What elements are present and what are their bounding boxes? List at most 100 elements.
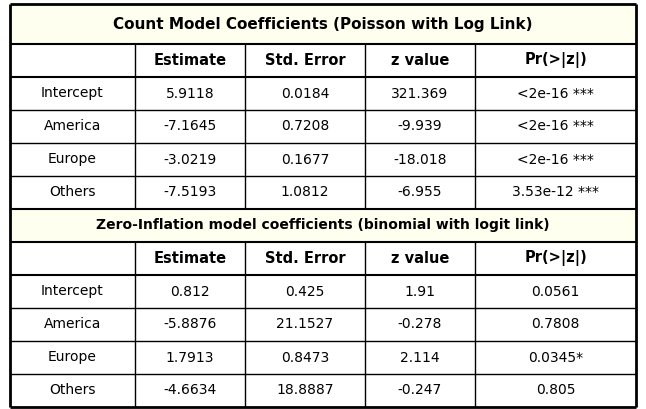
Text: -0.247: -0.247	[398, 384, 442, 398]
Text: Std. Error: Std. Error	[265, 251, 346, 266]
Text: -0.278: -0.278	[398, 317, 443, 332]
Text: 1.91: 1.91	[404, 285, 435, 299]
Text: America: America	[44, 119, 101, 133]
Text: 5.9118: 5.9118	[165, 86, 214, 101]
Text: Std. Error: Std. Error	[265, 53, 346, 68]
Bar	[475, 374, 636, 407]
Bar	[135, 308, 245, 341]
Text: Europe: Europe	[48, 351, 97, 364]
Bar	[10, 110, 135, 143]
Bar	[10, 242, 135, 275]
Text: 1.7913: 1.7913	[166, 351, 214, 364]
Bar	[10, 143, 135, 176]
Text: -7.5193: -7.5193	[163, 186, 216, 200]
Text: 0.425: 0.425	[286, 285, 325, 299]
Text: Zero-Inflation model coefficients (binomial with logit link): Zero-Inflation model coefficients (binom…	[96, 218, 550, 232]
Bar	[135, 44, 245, 77]
Text: <2e-16 ***: <2e-16 ***	[517, 153, 594, 166]
Bar	[365, 242, 475, 275]
Bar	[135, 242, 245, 275]
Text: 321.369: 321.369	[391, 86, 448, 101]
Bar	[245, 242, 365, 275]
Text: 0.805: 0.805	[536, 384, 575, 398]
Text: 0.0561: 0.0561	[531, 285, 579, 299]
Text: 3.53e-12 ***: 3.53e-12 ***	[512, 186, 599, 200]
Text: z value: z value	[391, 251, 449, 266]
Text: -5.8876: -5.8876	[163, 317, 216, 332]
Text: 21.1527: 21.1527	[276, 317, 333, 332]
Text: 0.0345*: 0.0345*	[528, 351, 583, 364]
Bar	[10, 308, 135, 341]
Text: 0.8473: 0.8473	[281, 351, 329, 364]
Bar	[10, 77, 135, 110]
Bar	[10, 341, 135, 374]
Text: z value: z value	[391, 53, 449, 68]
Bar	[475, 110, 636, 143]
Text: 18.8887: 18.8887	[276, 384, 334, 398]
Text: Others: Others	[49, 186, 96, 200]
Bar	[135, 77, 245, 110]
Text: Estimate: Estimate	[154, 53, 227, 68]
Bar	[475, 275, 636, 308]
Bar	[245, 110, 365, 143]
Bar	[245, 308, 365, 341]
Bar	[475, 77, 636, 110]
Bar	[135, 110, 245, 143]
Bar	[135, 275, 245, 308]
Text: America: America	[44, 317, 101, 332]
Bar	[135, 176, 245, 209]
Text: -3.0219: -3.0219	[163, 153, 216, 166]
Text: -4.6634: -4.6634	[163, 384, 216, 398]
Text: 2.114: 2.114	[400, 351, 440, 364]
Bar	[365, 77, 475, 110]
Text: -6.955: -6.955	[398, 186, 443, 200]
Text: 1.0812: 1.0812	[281, 186, 329, 200]
Text: Others: Others	[49, 384, 96, 398]
Bar	[10, 209, 636, 242]
Bar	[475, 143, 636, 176]
Bar	[135, 341, 245, 374]
Text: Intercept: Intercept	[41, 285, 104, 299]
Text: -7.1645: -7.1645	[163, 119, 216, 133]
Bar	[365, 341, 475, 374]
Text: 0.0184: 0.0184	[281, 86, 329, 101]
Bar	[245, 275, 365, 308]
Bar	[135, 143, 245, 176]
Bar	[475, 242, 636, 275]
Text: 0.7208: 0.7208	[281, 119, 329, 133]
Bar	[245, 374, 365, 407]
Text: Count Model Coefficients (Poisson with Log Link): Count Model Coefficients (Poisson with L…	[113, 16, 533, 31]
Bar	[10, 374, 135, 407]
Text: -18.018: -18.018	[393, 153, 447, 166]
Bar	[245, 44, 365, 77]
Text: <2e-16 ***: <2e-16 ***	[517, 119, 594, 133]
Bar	[475, 341, 636, 374]
Bar	[10, 4, 636, 44]
Text: 0.7808: 0.7808	[531, 317, 579, 332]
Bar	[245, 341, 365, 374]
Bar	[245, 77, 365, 110]
Text: Pr(>|z|): Pr(>|z|)	[524, 52, 587, 68]
Text: Estimate: Estimate	[154, 251, 227, 266]
Bar	[365, 275, 475, 308]
Text: <2e-16 ***: <2e-16 ***	[517, 86, 594, 101]
Bar	[10, 275, 135, 308]
Bar	[10, 176, 135, 209]
Bar	[365, 308, 475, 341]
Text: 0.1677: 0.1677	[281, 153, 329, 166]
Text: Intercept: Intercept	[41, 86, 104, 101]
Bar	[10, 44, 135, 77]
Bar	[135, 374, 245, 407]
Bar	[475, 44, 636, 77]
Bar	[245, 143, 365, 176]
Bar	[365, 374, 475, 407]
Bar	[245, 176, 365, 209]
Bar	[365, 44, 475, 77]
Bar	[365, 110, 475, 143]
Bar	[475, 308, 636, 341]
Text: 0.812: 0.812	[170, 285, 210, 299]
Bar	[365, 143, 475, 176]
Bar	[475, 176, 636, 209]
Text: -9.939: -9.939	[398, 119, 443, 133]
Bar	[365, 176, 475, 209]
